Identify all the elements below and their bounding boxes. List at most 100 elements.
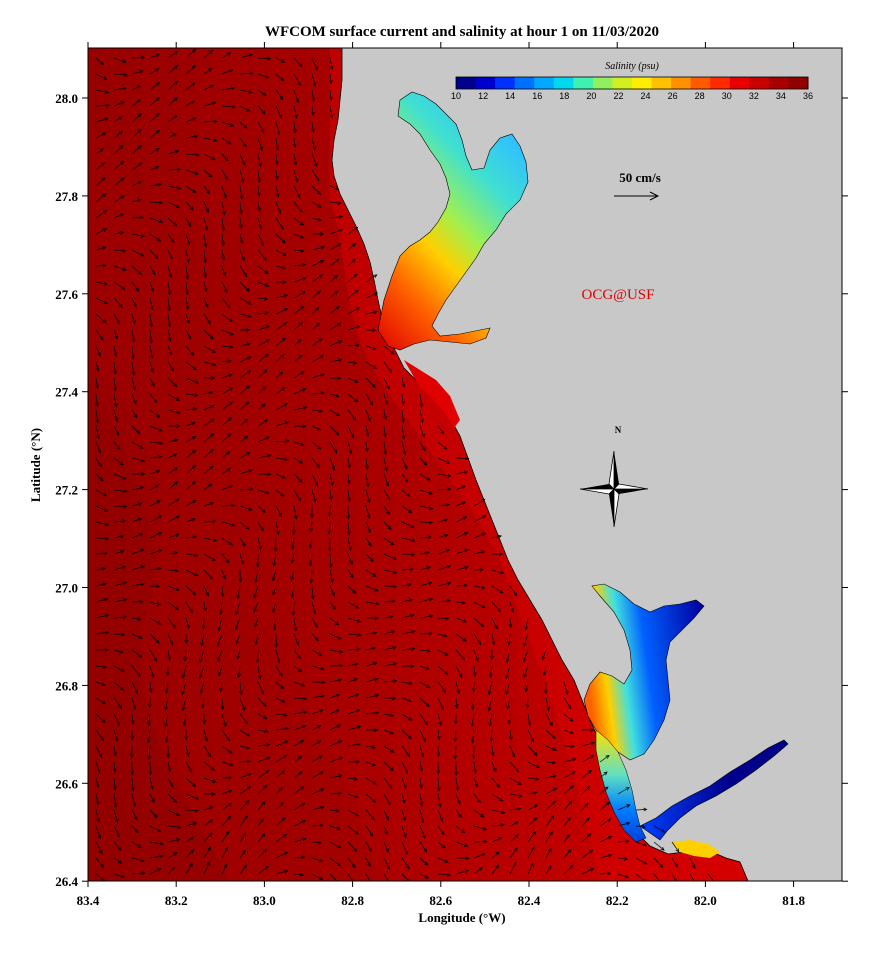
current-vector xyxy=(257,137,263,151)
colorbar-swatch xyxy=(553,77,574,89)
current-vector-head xyxy=(278,672,283,677)
current-vector-head xyxy=(257,192,261,198)
current-vector-head xyxy=(427,535,432,540)
current-vector xyxy=(167,498,180,507)
current-vector-head xyxy=(390,713,395,718)
map-plot-area xyxy=(88,48,842,881)
current-vector-head xyxy=(186,624,190,630)
current-vector-head xyxy=(156,112,161,117)
current-vector xyxy=(113,249,126,252)
current-vector-head xyxy=(462,637,467,642)
current-vector-head xyxy=(191,518,196,522)
current-vector-head xyxy=(421,433,425,438)
current-vector-head xyxy=(133,414,138,419)
current-vector xyxy=(131,281,139,292)
current-vector-head xyxy=(175,533,180,538)
current-vector xyxy=(167,793,177,803)
x-tick-label: 82.2 xyxy=(606,893,629,908)
current-vector-head xyxy=(171,866,176,871)
current-vector-head xyxy=(262,256,267,261)
current-vector xyxy=(491,633,495,645)
current-vector-head xyxy=(265,325,270,329)
current-vector xyxy=(329,290,338,299)
current-vector xyxy=(293,681,305,687)
current-vector xyxy=(149,201,163,204)
current-vector xyxy=(293,73,301,86)
current-vector-head xyxy=(136,99,142,104)
current-vector-head xyxy=(422,834,426,839)
current-vector-head xyxy=(522,658,527,663)
current-vector xyxy=(347,585,356,594)
current-vector xyxy=(257,312,269,315)
current-vector xyxy=(523,649,529,663)
current-vector xyxy=(221,313,233,323)
colorbar-tick-label: 16 xyxy=(532,91,542,101)
current-vector-head xyxy=(134,829,139,834)
current-vector xyxy=(329,57,333,70)
current-vector xyxy=(365,694,379,699)
current-vector xyxy=(599,836,612,843)
current-vector xyxy=(203,553,216,561)
current-vector xyxy=(149,409,161,418)
current-vector-head xyxy=(440,831,445,836)
current-vector xyxy=(167,233,175,243)
current-vector-head xyxy=(368,847,372,852)
current-vector xyxy=(131,113,142,123)
current-vector xyxy=(257,801,266,811)
current-vector xyxy=(221,484,233,491)
current-vector xyxy=(113,873,125,878)
current-vector xyxy=(235,601,241,615)
current-vector-head xyxy=(226,468,231,472)
current-vector-head xyxy=(120,231,125,235)
current-vector xyxy=(310,569,313,583)
plot-frame xyxy=(87,47,843,882)
current-vector-head xyxy=(643,807,648,812)
current-vector-head xyxy=(241,849,246,854)
current-vector-head xyxy=(428,581,433,586)
current-vector-head xyxy=(174,481,179,486)
current-vector-head xyxy=(259,146,263,151)
current-vector xyxy=(203,217,208,231)
current-vector-head xyxy=(441,844,446,849)
current-vector xyxy=(149,313,153,327)
current-vector-head xyxy=(535,777,540,781)
current-vector-head xyxy=(159,841,164,846)
current-vector-head xyxy=(101,177,106,182)
current-vector xyxy=(203,466,213,475)
current-vector xyxy=(131,199,142,203)
current-vector xyxy=(167,569,179,572)
y-axis-title: Latitude (°N) xyxy=(28,428,43,502)
current-vector xyxy=(165,681,169,694)
current-vector xyxy=(437,633,448,637)
current-vector-head xyxy=(446,873,452,877)
current-vector xyxy=(365,632,377,635)
current-vector xyxy=(131,249,144,257)
current-vector xyxy=(203,84,214,91)
sarasota-bay xyxy=(404,360,460,428)
current-vector xyxy=(311,121,314,133)
current-vector xyxy=(131,793,136,807)
current-vector xyxy=(257,105,266,115)
current-vector xyxy=(365,793,376,803)
current-vector xyxy=(239,54,253,59)
current-vector-head xyxy=(188,768,193,773)
current-vector-head xyxy=(117,859,123,864)
current-vector-head xyxy=(176,410,182,415)
current-vector xyxy=(167,467,178,475)
current-vector-head xyxy=(246,342,251,346)
current-vector xyxy=(95,583,107,587)
current-vector xyxy=(347,258,356,267)
current-vector xyxy=(203,483,213,491)
current-vector xyxy=(419,566,431,571)
current-vector xyxy=(221,249,225,260)
current-vector xyxy=(239,537,246,547)
current-vector xyxy=(311,338,322,347)
current-vector-head xyxy=(274,643,279,648)
current-vector-head xyxy=(194,808,200,813)
current-vector xyxy=(131,162,143,171)
current-vector-head xyxy=(123,72,128,77)
current-vector-head xyxy=(419,403,424,408)
current-vector xyxy=(527,713,531,726)
current-vector-head xyxy=(114,403,118,408)
current-vector-head xyxy=(337,791,342,796)
